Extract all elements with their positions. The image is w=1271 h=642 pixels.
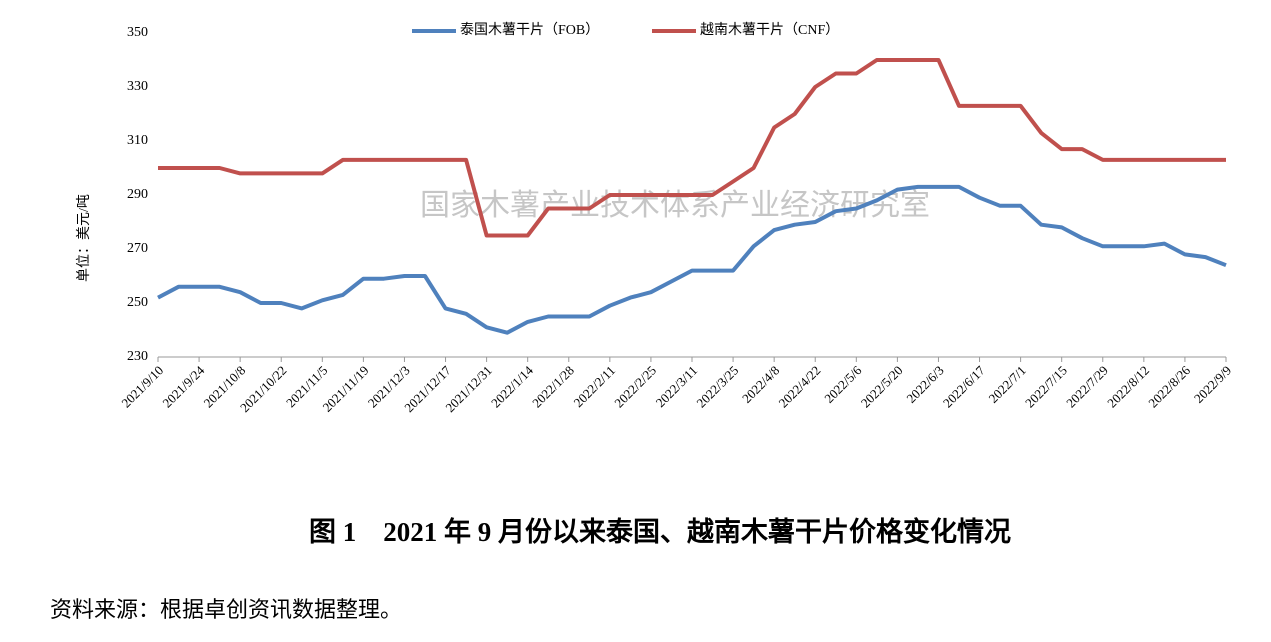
x-tick-label: 2022/2/25 [611, 363, 659, 411]
line-series [157, 184, 1227, 335]
x-tick-label: 2022/9/9 [1191, 363, 1234, 406]
x-tick-label: 2022/1/14 [488, 362, 536, 410]
x-tick-label: 2022/7/15 [1022, 363, 1070, 411]
caption: 图 1 2021 年 9 月份以来泰国、越南木薯干片价格变化情况 [309, 516, 1011, 547]
x-tick-label: 2021/9/24 [159, 362, 207, 410]
legend-label: 越南木薯干片（CNF） [700, 22, 839, 38]
x-tick-label: 2022/6/17 [940, 362, 988, 410]
y-tick-label: 350 [127, 25, 148, 40]
x-tick-label: 2022/3/11 [653, 363, 701, 411]
y-axis-label: 单位：美元/吨 [76, 194, 92, 282]
x-tick-label: 2022/2/11 [571, 363, 619, 411]
x-tick-label: 2022/5/20 [858, 363, 906, 411]
y-tick-label: 290 [127, 187, 148, 202]
y-tick-label: 230 [127, 349, 148, 364]
x-tick-label: 2022/7/29 [1063, 363, 1111, 411]
legend-label: 泰国木薯干片（FOB） [460, 22, 599, 38]
y-tick-label: 330 [127, 79, 148, 94]
y-tick-label: 250 [127, 295, 148, 310]
line-series [158, 58, 1226, 238]
x-tick-label: 2021/9/10 [118, 363, 166, 411]
x-tick-label: 2022/1/28 [529, 363, 577, 411]
y-tick-label: 270 [127, 241, 148, 256]
x-tick-label: 2022/4/22 [776, 363, 824, 411]
source-note: 资料来源：根据卓创资讯数据整理。 [50, 597, 402, 622]
y-tick-label: 310 [127, 133, 148, 148]
x-tick-label: 2022/3/25 [693, 363, 741, 411]
x-tick-label: 2022/8/12 [1104, 363, 1152, 411]
x-tick-label: 2022/8/26 [1145, 362, 1193, 410]
